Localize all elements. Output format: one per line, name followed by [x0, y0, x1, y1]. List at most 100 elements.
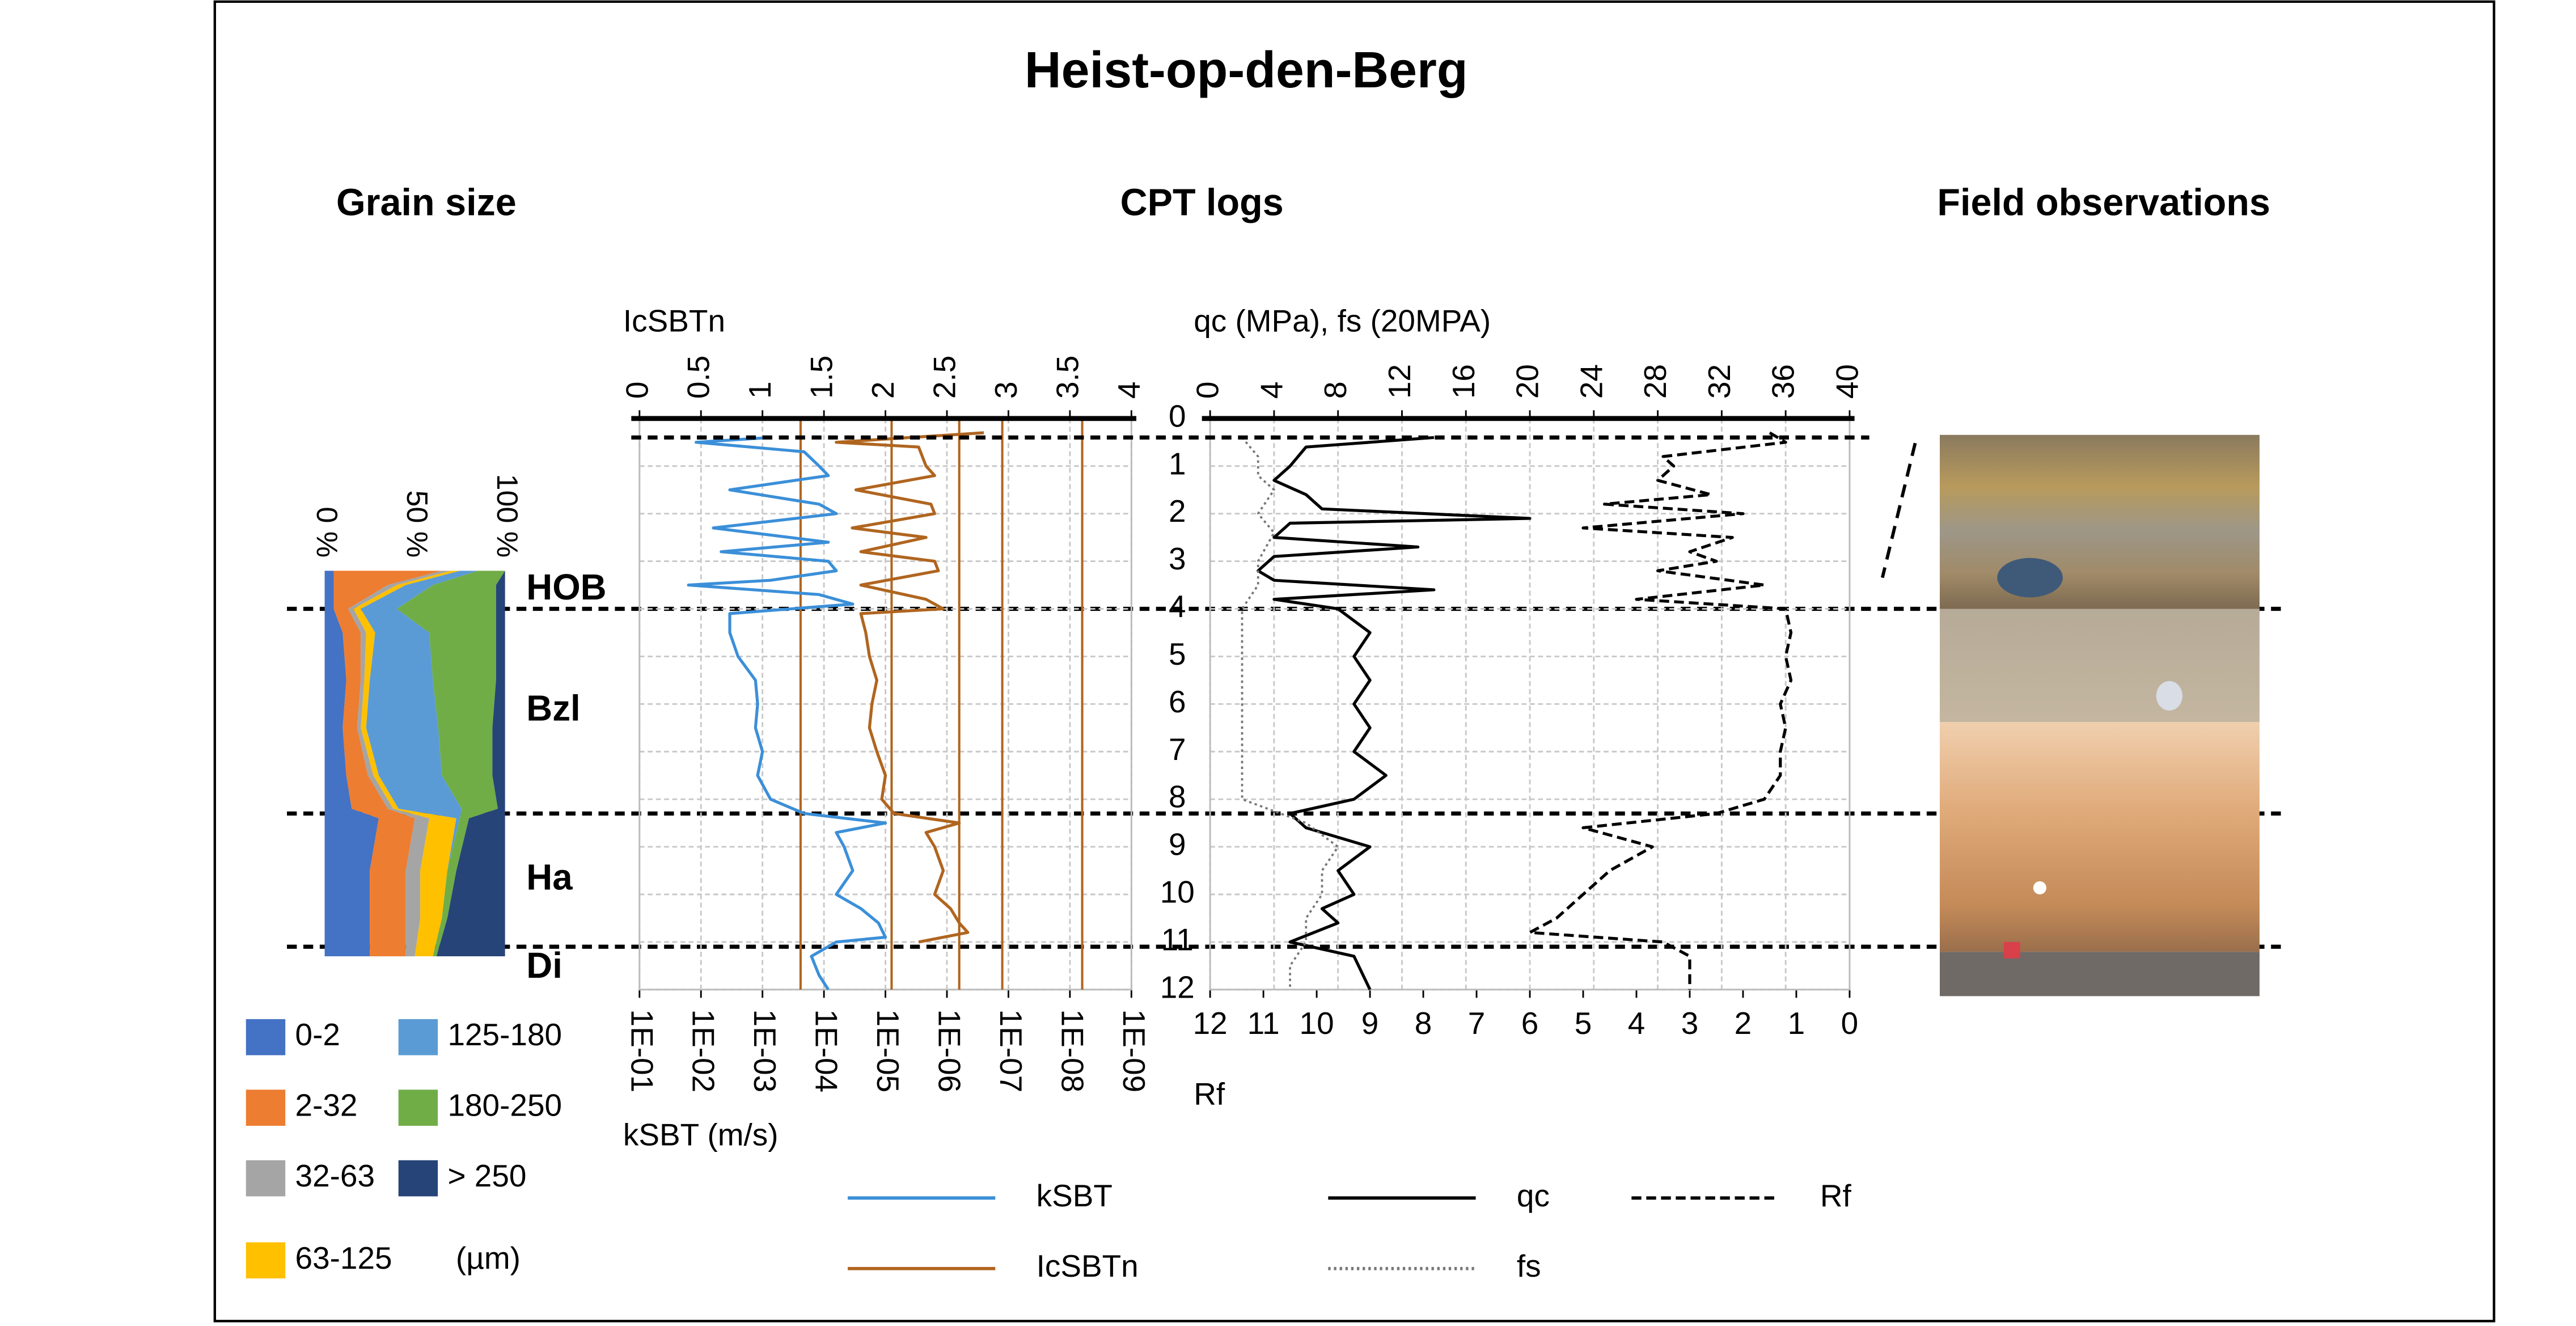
series-line: [835, 431, 984, 944]
legend-label: 125-180: [447, 1017, 562, 1052]
photo-section: [1939, 952, 2260, 996]
x2-tick-label: 8: [1415, 1006, 1432, 1041]
photo-object: [2033, 881, 2046, 894]
x-tick-label: 3.5: [1050, 356, 1085, 399]
x-tick-label: 12: [1382, 364, 1417, 399]
photo-object: [2003, 941, 2020, 958]
x-tick-label: 40: [1829, 364, 1864, 399]
series-line: [1257, 436, 1532, 990]
x-axis-title: IcSBTn: [623, 303, 725, 339]
x2-axis-title: kSBT (m/s): [623, 1117, 779, 1152]
x-tick-label: 0.5: [681, 356, 716, 399]
legend-swatch: [398, 1019, 438, 1055]
legend-label: 180-250: [447, 1088, 562, 1123]
y-tick-label: 7: [1169, 732, 1186, 767]
x2-tick-label: 1E-06: [932, 1010, 967, 1093]
x2-tick-label: 10: [1300, 1006, 1334, 1041]
x-tick-label: 4: [1111, 382, 1147, 399]
x2-tick-label: 11: [1247, 1006, 1280, 1041]
y-tick-label: 12: [1160, 969, 1195, 1004]
y-tick-label: 11: [1161, 922, 1194, 957]
photo-section: [1939, 722, 2260, 952]
x2-tick-label: 1E-02: [686, 1010, 721, 1093]
legend-label: fs: [1517, 1248, 1541, 1283]
legend-label: 2-32: [295, 1088, 358, 1123]
x-tick-label: 50 %: [400, 491, 433, 558]
x-tick-label: 0 %: [310, 507, 343, 558]
x-tick-label: 1: [742, 382, 777, 399]
layer-label: HOB: [526, 567, 606, 607]
grain-area: [348, 571, 451, 957]
y-tick-label: 4: [1169, 589, 1186, 624]
grain-area: [353, 571, 460, 957]
grain-area: [333, 571, 442, 957]
legend-label: 32-63: [295, 1158, 375, 1193]
x2-tick-label: 5: [1575, 1006, 1592, 1041]
x2-tick-label: 2: [1735, 1006, 1752, 1041]
x-tick-label: 2: [865, 382, 900, 399]
y-tick-label: 8: [1169, 779, 1186, 814]
section-title: Field observations: [1937, 181, 2270, 223]
grain-area: [324, 571, 379, 957]
y-tick-label: 6: [1169, 684, 1186, 719]
legend-label: IcSBTn: [1037, 1248, 1139, 1283]
x2-tick-label: 4: [1628, 1006, 1646, 1041]
legend-label: 63-125: [295, 1240, 392, 1276]
legend-label: 0-2: [295, 1017, 340, 1052]
x2-axis-title: Rf: [1194, 1076, 1225, 1111]
x2-tick-label: 1E-03: [747, 1010, 782, 1093]
field-photo: [1880, 434, 2260, 996]
x-tick-label: 36: [1766, 364, 1801, 399]
x2-tick-label: 1E-08: [1055, 1010, 1090, 1093]
photo-pointer: [1880, 442, 1917, 578]
grain-area: [361, 571, 478, 957]
section-title: Grain size: [336, 181, 517, 223]
y-tick-label: 0: [1169, 398, 1186, 433]
photo-object: [1997, 558, 2063, 598]
legend-label: qc: [1517, 1178, 1550, 1213]
x-tick-label: 2.5: [927, 356, 962, 399]
x-tick-label: 1.5: [804, 356, 839, 399]
x-tick-label: 28: [1638, 364, 1673, 399]
x-tick-label: 0: [619, 382, 654, 399]
x-tick-label: 3: [988, 382, 1023, 399]
x2-tick-label: 1: [1788, 1006, 1805, 1041]
x2-tick-label: 1E-05: [870, 1010, 906, 1093]
x2-tick-label: 1E-04: [809, 1010, 844, 1093]
x2-tick-label: 9: [1361, 1006, 1379, 1041]
photo-section: [1939, 609, 2260, 723]
legend-swatch: [398, 1160, 438, 1197]
legend-swatch: [246, 1019, 286, 1055]
x-tick-label: 100 %: [490, 474, 523, 558]
legend-label: kSBT: [1037, 1178, 1113, 1213]
grain-area: [396, 571, 505, 957]
y-tick-label: 5: [1169, 636, 1186, 672]
photo-section: [1939, 434, 2260, 609]
x2-tick-label: 1E-09: [1116, 1010, 1152, 1093]
y-tick-label: 9: [1169, 827, 1186, 862]
y-tick-label: 3: [1169, 541, 1186, 576]
figure-title: Heist-op-den-Berg: [1025, 42, 1468, 99]
x2-tick-label: 1E-07: [993, 1010, 1029, 1093]
x2-tick-label: 7: [1468, 1006, 1486, 1041]
legend-swatch: [246, 1160, 286, 1197]
legend-swatch: [246, 1242, 286, 1279]
x2-tick-label: 12: [1193, 1006, 1228, 1041]
x-axis-title: qc (MPa), fs (20MPA): [1194, 303, 1491, 339]
y-tick-label: 10: [1160, 874, 1195, 909]
layer-label: Bzl: [526, 689, 580, 729]
legend-swatch: [246, 1089, 286, 1126]
series-line: [1528, 431, 1793, 990]
x-tick-label: 24: [1573, 364, 1609, 399]
series-line: [687, 436, 887, 991]
x-tick-label: 32: [1702, 364, 1737, 399]
x2-tick-label: 0: [1841, 1006, 1859, 1041]
x2-tick-label: 3: [1681, 1006, 1699, 1041]
x-tick-label: 0: [1190, 382, 1225, 399]
series-line: [1241, 437, 1339, 990]
grain-area: [436, 571, 505, 957]
x-tick-label: 20: [1510, 364, 1545, 399]
y-tick-label: 2: [1169, 493, 1186, 529]
